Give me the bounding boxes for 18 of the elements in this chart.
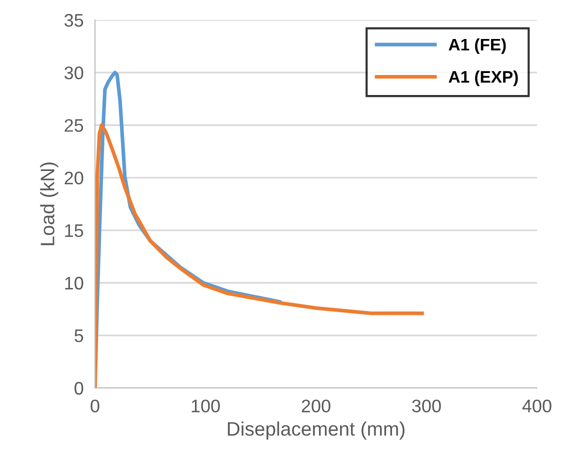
x-tick-label: 400 [522, 400, 552, 412]
y-tick-label: 10 [65, 276, 84, 290]
y-tick-label: 25 [64, 119, 84, 132]
x-tick-label: 100 [192, 400, 220, 412]
y-tick-label: 0 [74, 382, 84, 395]
legend-label: A1 (EXP) [448, 70, 518, 86]
line-series [95, 123, 424, 388]
x-tick-label: 300 [412, 400, 441, 412]
y-tick-label: 15 [65, 224, 84, 238]
y-tick-label: 5 [74, 330, 84, 342]
legend-label: A1 (FE) [448, 38, 506, 54]
x-axis-title: Diseplacement (mm) [228, 422, 404, 440]
x-tick-label: 0 [90, 400, 100, 412]
y-tick-label: 35 [64, 14, 84, 27]
x-tick-label: 200 [302, 400, 330, 412]
y-tick-label: 30 [64, 66, 84, 80]
y-axis-title: Load (kN) [40, 162, 58, 246]
y-tick-label: 20 [64, 172, 84, 184]
